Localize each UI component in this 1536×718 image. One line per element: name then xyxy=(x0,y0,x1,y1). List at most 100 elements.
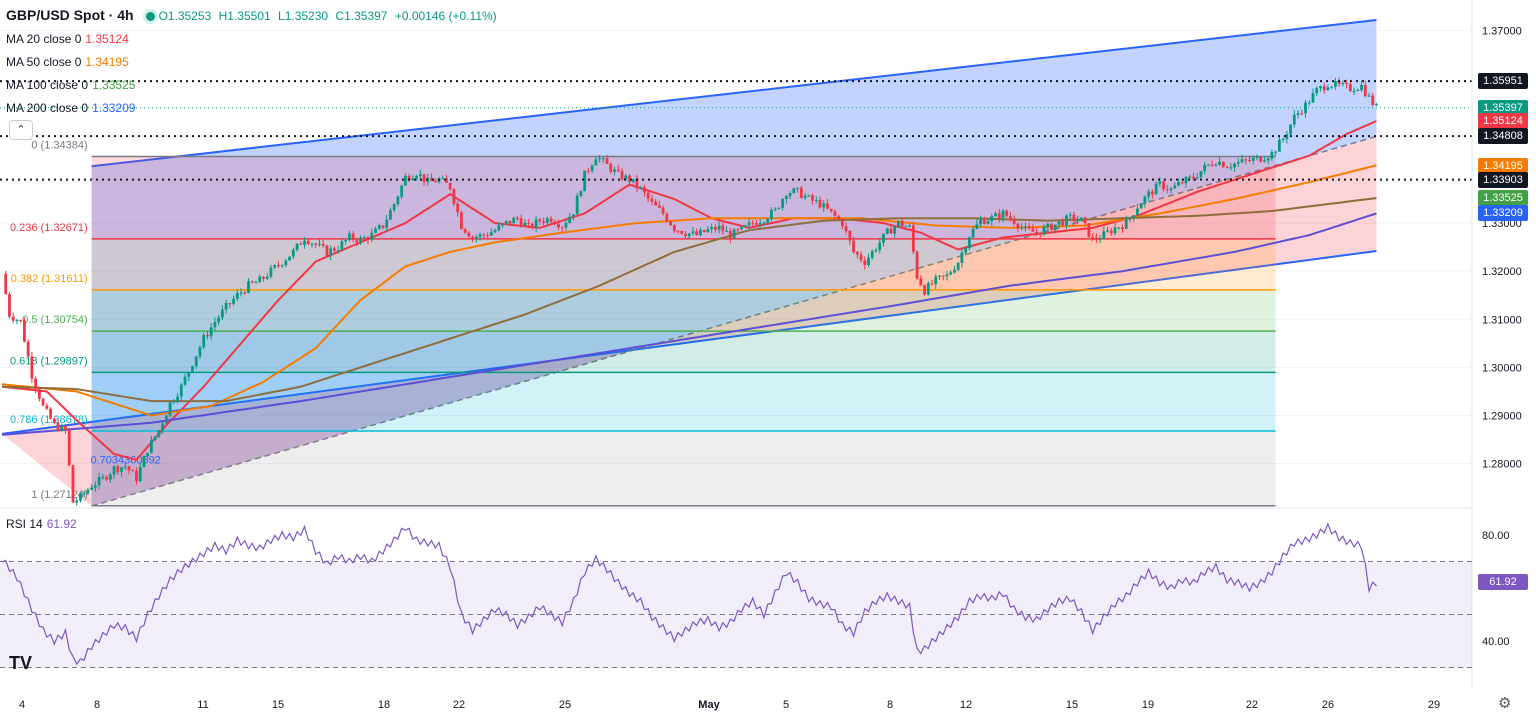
candle-body xyxy=(11,316,15,321)
candle-body xyxy=(347,233,351,240)
candle-body xyxy=(198,347,202,357)
low-value: L1.35230 xyxy=(278,9,329,23)
fib-label: 0 (1.34384) xyxy=(31,139,87,151)
fib-zone xyxy=(91,289,1276,332)
candle-body xyxy=(893,226,897,234)
y-tick-label: 1.29000 xyxy=(1482,411,1522,423)
candle-body xyxy=(1236,162,1240,164)
candle-body xyxy=(1214,164,1218,166)
candle-body xyxy=(938,275,941,277)
candle-body xyxy=(926,283,930,295)
candle-body xyxy=(243,292,247,294)
candle-body xyxy=(665,213,669,222)
candle-body xyxy=(1165,189,1169,191)
candle-body xyxy=(239,292,243,294)
candle-body xyxy=(131,470,135,472)
candle-body xyxy=(422,174,426,182)
candle-body xyxy=(295,243,299,250)
candle-body xyxy=(101,476,105,478)
candle-body xyxy=(1035,231,1038,234)
ma100-legend[interactable]: MA 100 close 0 1.33525 xyxy=(6,78,139,92)
candle-body xyxy=(519,218,523,226)
candle-body xyxy=(1289,124,1292,135)
candle-body xyxy=(344,239,348,242)
candle-body xyxy=(418,174,422,177)
candle-body xyxy=(964,248,968,253)
candle-body xyxy=(1065,215,1068,226)
y-tick-label: 1.30000 xyxy=(1482,362,1522,374)
candle-body xyxy=(366,237,370,240)
candle-body xyxy=(1061,221,1065,226)
candle-body xyxy=(474,237,478,239)
candle-body xyxy=(1195,177,1199,179)
candle-body xyxy=(75,500,79,503)
candle-body xyxy=(1042,227,1046,235)
candle-body xyxy=(359,237,362,243)
y-tick-label: 1.32000 xyxy=(1482,266,1522,278)
candle-body xyxy=(766,219,770,223)
candle-body xyxy=(411,178,415,181)
rsi-legend[interactable]: RSI 14 61.92 xyxy=(6,517,81,531)
candle-body xyxy=(478,234,482,238)
candle-body xyxy=(923,285,926,295)
candle-body xyxy=(770,209,773,220)
ma20-legend[interactable]: MA 20 close 0 1.35124 xyxy=(6,32,133,46)
candle-body xyxy=(1192,176,1195,179)
candle-body xyxy=(269,267,273,277)
candle-body xyxy=(1315,88,1319,94)
candle-body xyxy=(870,250,874,258)
tradingview-logo[interactable]: TV xyxy=(9,653,33,673)
candle-body xyxy=(915,251,919,279)
candle-body xyxy=(713,226,717,230)
candle-body xyxy=(620,170,624,180)
candle-body xyxy=(1319,86,1322,89)
candle-body xyxy=(314,243,318,245)
ma50-legend[interactable]: MA 50 close 0 1.34195 xyxy=(6,55,133,69)
candle-body xyxy=(799,187,803,198)
ma200-legend[interactable]: MA 200 close 0 1.33209 xyxy=(6,101,139,115)
candle-body xyxy=(1057,221,1061,225)
symbol-header[interactable]: GBP/USD Spot · 4h O1.35253 H1.35501 L1.35… xyxy=(6,7,501,23)
rsi-pane[interactable] xyxy=(0,522,1472,668)
candle-body xyxy=(273,265,277,268)
ma50-value: 1.34195 xyxy=(85,55,129,69)
candle-body xyxy=(1225,167,1229,169)
candle-body xyxy=(1177,182,1180,186)
candle-body xyxy=(874,249,878,251)
x-tick-label: 19 xyxy=(1142,699,1154,711)
candle-body xyxy=(1270,151,1274,159)
candle-body xyxy=(934,276,938,285)
candle-body xyxy=(355,239,359,243)
candle-body xyxy=(1009,216,1012,219)
candle-body xyxy=(4,273,8,295)
candle-body xyxy=(445,178,448,183)
candle-body xyxy=(1300,113,1304,115)
candle-body xyxy=(306,240,310,244)
candle-body xyxy=(575,195,579,215)
symbol-title[interactable]: GBP/USD Spot · 4h xyxy=(6,7,134,23)
x-tick-label: 26 xyxy=(1322,699,1334,711)
candle-body xyxy=(183,376,187,385)
settings-gear-icon[interactable]: ⚙ xyxy=(1498,695,1512,712)
candle-body xyxy=(594,159,598,166)
candle-body xyxy=(695,231,699,236)
candle-body xyxy=(164,415,168,424)
collapse-legend-button[interactable]: ⌃ xyxy=(9,120,33,140)
candle-body xyxy=(542,221,545,223)
fib-zone xyxy=(91,238,1276,290)
candle-body xyxy=(482,234,486,236)
candle-body xyxy=(213,322,217,328)
candle-body xyxy=(41,398,45,406)
candle-body xyxy=(1251,157,1255,161)
candle-body xyxy=(1128,217,1132,220)
candle-body xyxy=(1255,156,1259,158)
price-pane[interactable]: 0 (1.34384) 0.236 (1.32671) 0.382 (1.31611… xyxy=(0,19,1472,507)
candle-body xyxy=(822,203,826,208)
rsi-value: 61.92 xyxy=(46,517,77,531)
candle-body xyxy=(803,195,807,198)
ma200-value: 1.33209 xyxy=(92,101,136,115)
rsi-tick-label: 80.00 xyxy=(1482,530,1510,542)
candle-body xyxy=(572,214,575,217)
candle-body xyxy=(829,208,833,212)
candle-body xyxy=(732,229,736,239)
